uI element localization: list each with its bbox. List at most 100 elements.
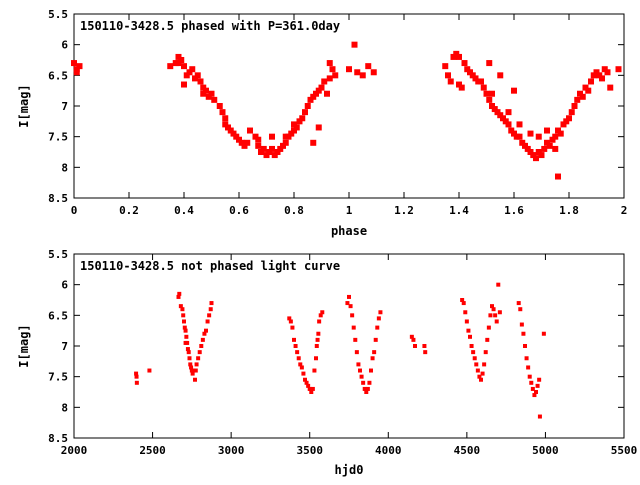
- phased-data-point: [258, 149, 264, 155]
- unphased-data-point: [461, 301, 466, 306]
- phased-data-point: [516, 133, 523, 140]
- unphased-data-point: [365, 386, 370, 391]
- phased-data-point: [296, 118, 303, 125]
- unphased-data-point: [537, 377, 542, 382]
- unphased-data-point: [207, 313, 212, 318]
- unphased-data-point: [463, 310, 468, 315]
- unphased-data-point: [177, 291, 182, 296]
- unphased-data-point: [516, 301, 521, 306]
- unphased-data-point: [350, 313, 355, 318]
- phased-data-point: [233, 133, 240, 140]
- phased-data-point: [516, 121, 523, 128]
- phased-data-point: [230, 130, 237, 137]
- phased-data-point: [478, 78, 484, 85]
- phased-data-point: [552, 145, 559, 152]
- unphased-data-point: [488, 313, 493, 318]
- unphased-data-point: [312, 368, 317, 373]
- unphased-data-point: [534, 390, 538, 394]
- phased-x-tick-label: 0.4: [174, 204, 194, 217]
- phased-data-point: [365, 63, 372, 70]
- phased-data-point: [472, 75, 479, 82]
- unphased-data-point: [176, 294, 181, 299]
- phased-data-point: [189, 66, 196, 73]
- phased-data-point: [324, 90, 330, 97]
- phased-data-point: [222, 121, 229, 128]
- phased-data-point: [73, 69, 80, 76]
- phased-y-tick-label: 6.5: [48, 69, 68, 82]
- unphased-data-point: [304, 380, 309, 385]
- phased-data-point: [489, 90, 495, 97]
- phased-data-point: [530, 152, 537, 159]
- phased-data-point: [299, 115, 306, 122]
- unphased-data-point: [191, 368, 196, 373]
- phased-y-tick-label: 5.5: [48, 8, 68, 21]
- phased-data-point: [359, 72, 366, 79]
- phased-data-point: [370, 69, 377, 76]
- unphased-data-point: [292, 337, 296, 342]
- unphased-data-point: [364, 390, 369, 394]
- unphased-data-point: [193, 377, 197, 382]
- phased-data-point: [332, 72, 339, 79]
- phased-data-point: [577, 90, 583, 97]
- unphased-data-point: [303, 377, 307, 382]
- unphased-data-point: [314, 356, 318, 361]
- phased-data-point: [194, 72, 201, 79]
- unphased-data-point: [480, 371, 485, 376]
- phased-data-point: [544, 127, 550, 134]
- unphased-x-tick-label: 3000: [218, 444, 245, 457]
- phased-data-point: [450, 53, 457, 60]
- phased-data-point: [255, 142, 262, 149]
- unphased-data-point: [199, 344, 204, 348]
- unphased-data-point: [200, 337, 205, 342]
- unphased-data-point: [185, 347, 190, 352]
- phased-data-point: [497, 72, 504, 79]
- phased-data-point: [555, 173, 561, 180]
- phased-x-tick-label: 1.6: [504, 204, 524, 217]
- phased-data-point: [599, 75, 605, 82]
- unphased-data-point: [485, 337, 490, 342]
- unphased-data-point: [496, 282, 501, 287]
- phased-data-point: [354, 69, 361, 76]
- unphased-data-point: [209, 301, 214, 306]
- unphased-data-point: [187, 356, 192, 361]
- phased-data-point: [549, 136, 556, 143]
- unphased-data-point: [466, 328, 471, 333]
- phased-data-point: [307, 96, 314, 103]
- unphased-data-point: [190, 371, 195, 376]
- phased-data-point: [552, 133, 559, 140]
- phased-data-point: [346, 66, 352, 73]
- unphased-data-point: [295, 350, 300, 355]
- unphased-data-point: [147, 368, 152, 373]
- unphased-x-tick-label: 4500: [454, 444, 481, 457]
- unphased-data-point: [411, 337, 416, 342]
- phased-data-point: [76, 63, 83, 70]
- phased-data-point: [574, 96, 581, 103]
- unphased-y-tick-label: 7: [61, 340, 68, 353]
- unphased-data-point: [486, 325, 491, 330]
- phased-data-point: [494, 109, 501, 116]
- unphased-data-point: [464, 319, 469, 324]
- unphased-data-point: [530, 386, 535, 391]
- unphased-x-tick-label: 5000: [532, 444, 559, 457]
- unphased-data-point: [541, 331, 546, 336]
- phased-data-point: [291, 127, 297, 134]
- unphased-data-point: [288, 319, 293, 324]
- phased-data-point: [310, 93, 317, 100]
- phased-data-point: [351, 41, 358, 48]
- phased-data-point: [571, 103, 578, 109]
- unphased-data-point: [180, 307, 185, 312]
- phased-data-point: [244, 139, 251, 146]
- unphased-x-tick-label: 4000: [375, 444, 402, 457]
- phased-data-point: [458, 84, 465, 91]
- phased-data-point: [192, 75, 198, 82]
- phased-data-point: [453, 50, 460, 57]
- phased-data-point: [175, 60, 182, 67]
- unphased-data-point: [188, 362, 193, 367]
- phased-data-point: [511, 130, 517, 137]
- phased-x-tick-label: 0.8: [284, 204, 304, 217]
- unphased-data-point: [134, 374, 139, 379]
- phased-data-point: [200, 90, 207, 97]
- unphased-data-point: [471, 350, 476, 355]
- phased-data-point: [557, 130, 564, 137]
- phased-data-point: [310, 139, 317, 146]
